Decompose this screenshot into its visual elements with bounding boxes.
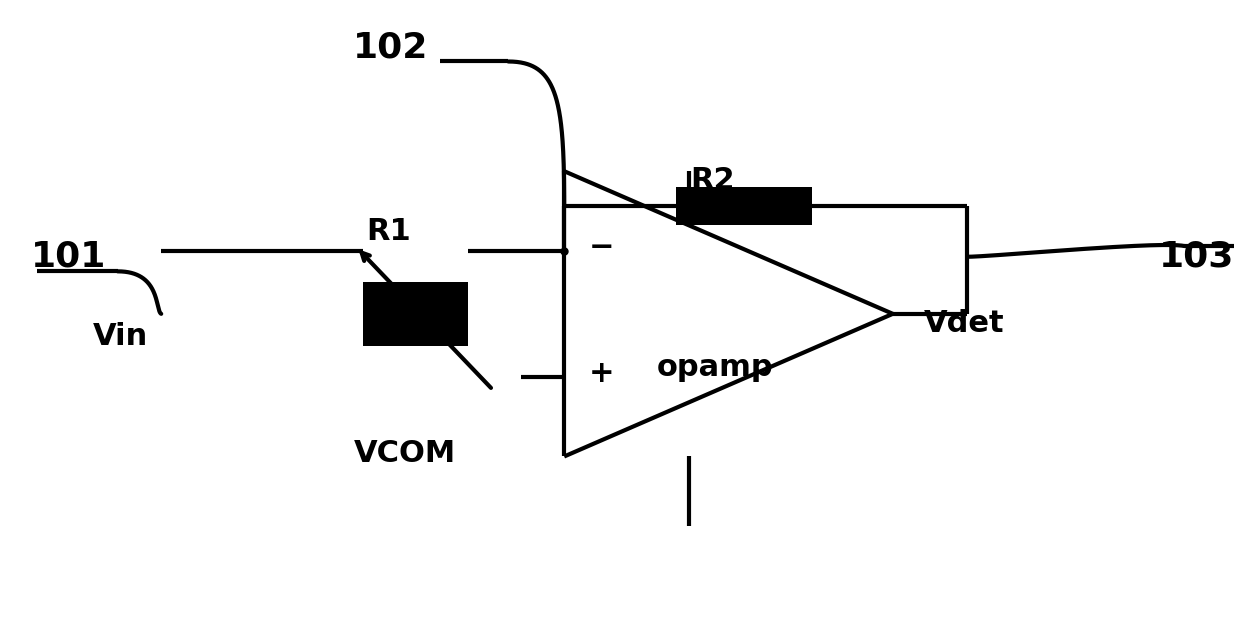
Text: R1: R1 [366, 217, 410, 246]
Text: −: − [589, 233, 615, 262]
Text: Vdet: Vdet [924, 309, 1004, 338]
Text: 103: 103 [1159, 240, 1235, 274]
Bar [363, 282, 469, 346]
Text: R2: R2 [691, 166, 735, 195]
Text: 101: 101 [31, 240, 107, 274]
Text: +: + [589, 359, 615, 388]
Text: 102: 102 [353, 30, 429, 65]
Text: opamp: opamp [657, 353, 774, 382]
Bar [676, 187, 812, 225]
Text: Vin: Vin [93, 321, 149, 351]
Text: VCOM: VCOM [355, 439, 456, 468]
